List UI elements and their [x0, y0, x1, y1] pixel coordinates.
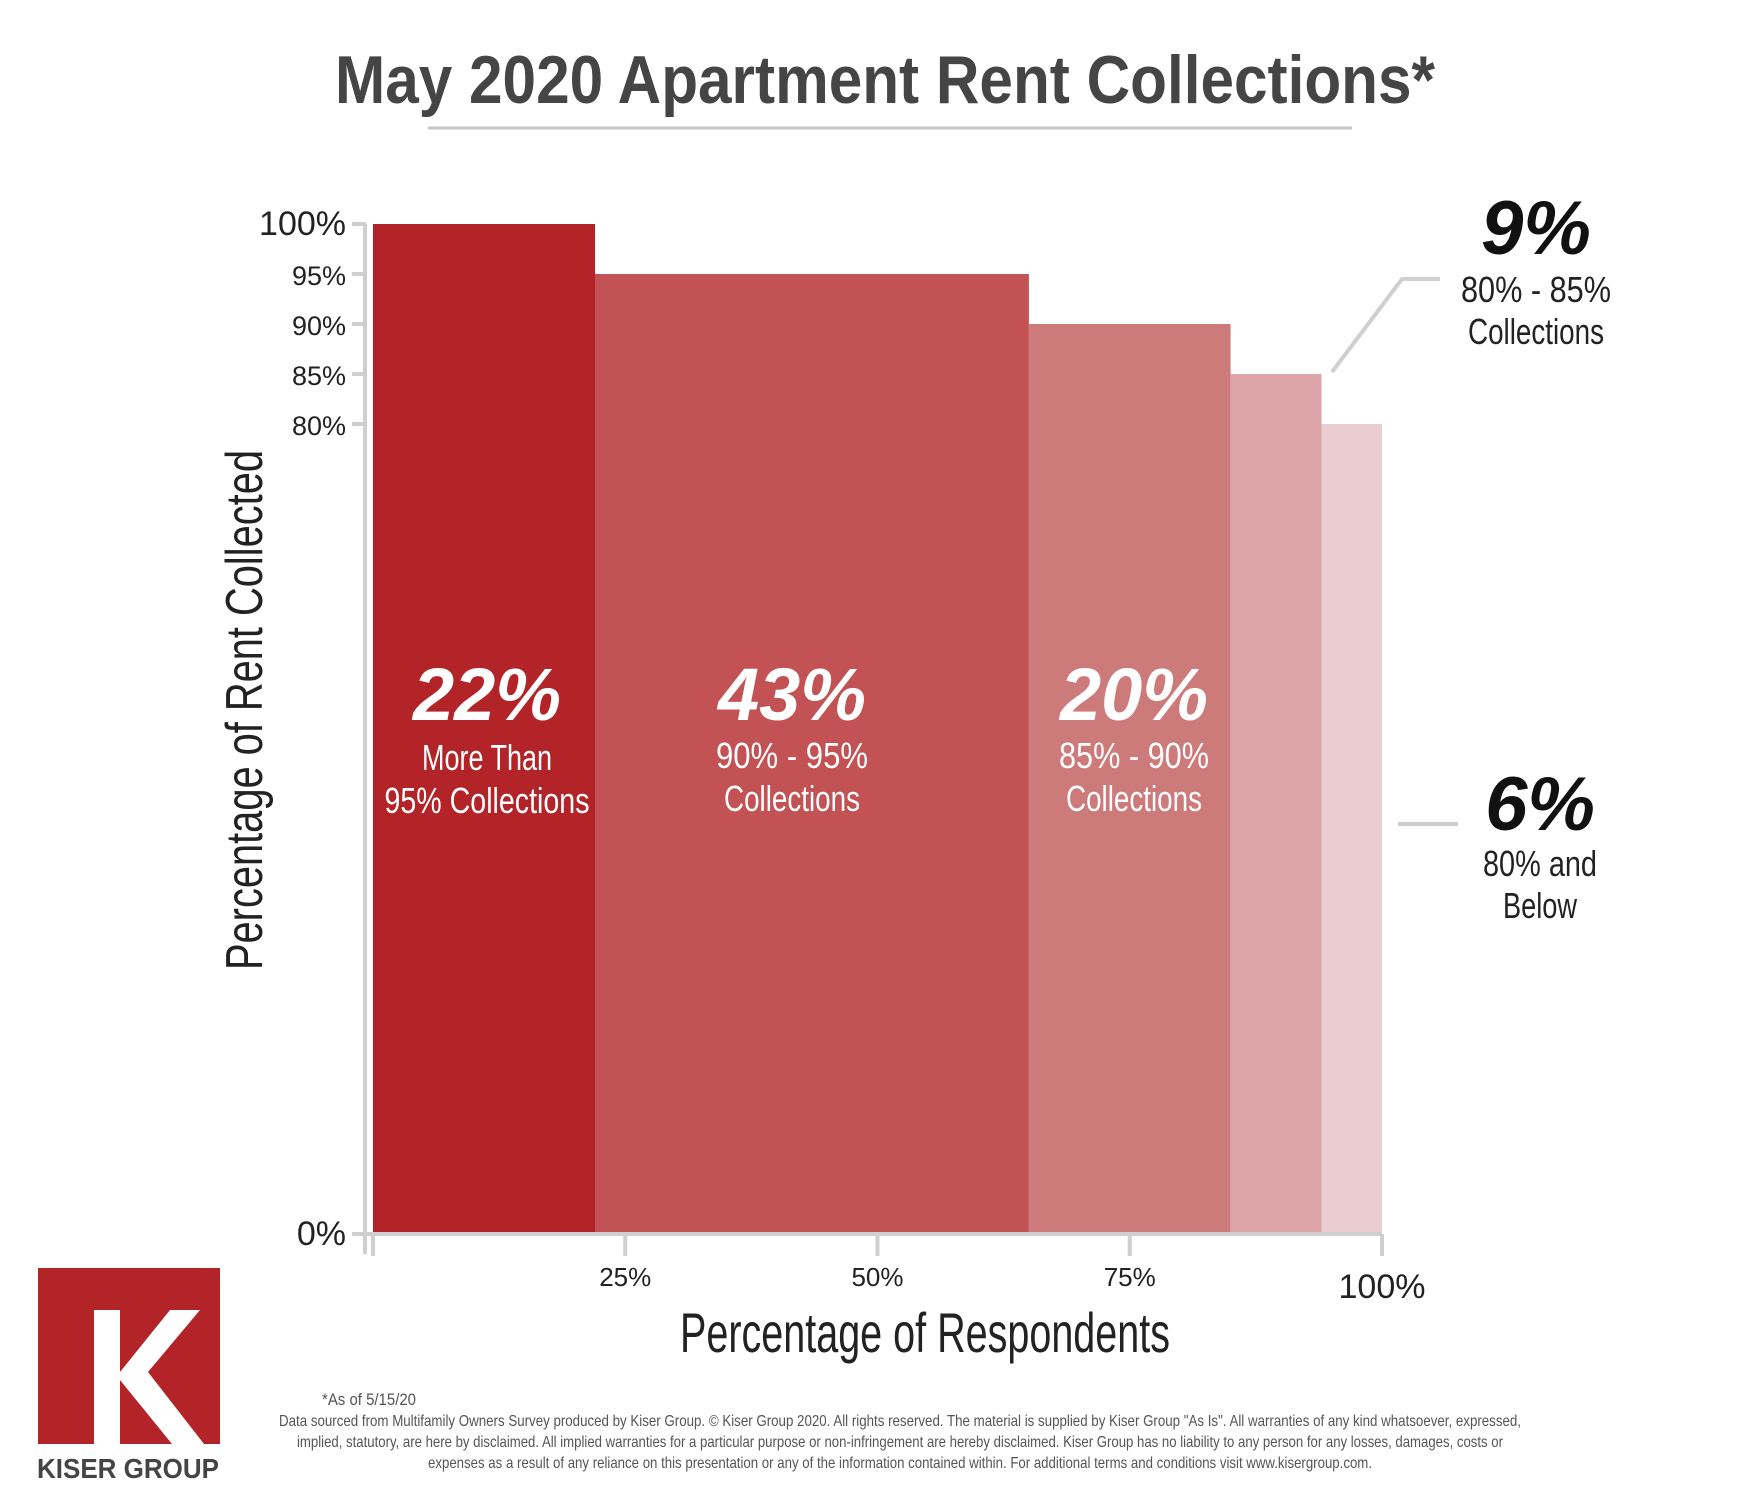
bar-segment-2 — [1028, 324, 1231, 1234]
footnote-line1: Data sourced from Multifamily Owners Sur… — [279, 1413, 1521, 1430]
segment-2-line2: Collections — [1066, 778, 1202, 819]
x-tick-label-1: 50% — [851, 1262, 903, 1292]
x-tick-label-2: 75% — [1104, 1262, 1156, 1292]
callout-leader-9 — [1330, 277, 1440, 374]
segment-3-value: 9% — [1481, 186, 1591, 271]
y-tick-label-1: 95% — [292, 261, 346, 291]
footnote-asof: *As of 5/15/20 — [322, 1390, 416, 1409]
chart-title: May 2020 Apartment Rent Collections* — [335, 42, 1435, 118]
segment-4-line1: 80% and — [1483, 843, 1597, 884]
footnote-line2: implied, statutory, are here by disclaim… — [297, 1434, 1504, 1451]
y-axis-label: Percentage of Rent Collected — [216, 450, 274, 970]
bar-segment-0 — [373, 224, 595, 1234]
segment-2-line1: 85% - 90% — [1059, 735, 1209, 776]
segment-2-value: 20% — [1058, 653, 1208, 736]
logo-text: KISER GROUP — [37, 1453, 219, 1484]
footnote-line3: expenses as a result of any reliance on … — [428, 1455, 1372, 1472]
segment-0-line1: More Than — [422, 737, 552, 778]
y-tick-label-0: 100% — [259, 205, 346, 243]
segment-label-2: 20% 85% - 90% Collections — [1058, 653, 1209, 819]
segment-0-line2: 95% Collections — [385, 780, 590, 821]
bar-group — [373, 224, 1382, 1234]
segment-label-4: 6% 80% and Below — [1483, 762, 1597, 926]
bar-segment-1 — [595, 274, 1029, 1234]
x-axis-label: Percentage of Respondents — [680, 1301, 1170, 1364]
y-tick-group: 100% 95% 90% 85% 80% 0% — [259, 205, 366, 1253]
x-tick-group: 25% 50% 75% 100% — [371, 1234, 1426, 1306]
logo-k-icon — [94, 1310, 204, 1444]
segment-3-line1: 80% - 85% — [1461, 269, 1611, 310]
logo-box — [38, 1268, 220, 1444]
x-tick-label-0: 25% — [599, 1262, 651, 1292]
kiser-group-logo: KISER GROUP — [37, 1268, 220, 1484]
segment-label-0: 22% More Than 95% Collections — [385, 653, 590, 821]
bar-segment-4 — [1321, 424, 1382, 1234]
segment-3-line2: Collections — [1468, 311, 1604, 352]
segment-4-value: 6% — [1485, 762, 1595, 847]
y-tick-label-4: 80% — [292, 411, 346, 441]
x-tick-label-3: 100% — [1339, 1268, 1426, 1306]
y-tick-label-2: 90% — [292, 311, 346, 341]
segment-1-line2: Collections — [724, 778, 860, 819]
segment-0-value: 22% — [411, 653, 561, 736]
segment-1-line1: 90% - 95% — [716, 735, 868, 776]
segment-label-3: 9% 80% - 85% Collections — [1461, 186, 1611, 352]
segment-label-1: 43% 90% - 95% Collections — [716, 653, 868, 819]
segment-4-line2: Below — [1503, 885, 1578, 926]
y-tick-label-5: 0% — [297, 1215, 346, 1253]
segment-1-value: 43% — [716, 653, 866, 736]
bar-segment-3 — [1230, 374, 1322, 1234]
y-tick-label-3: 85% — [292, 361, 346, 391]
